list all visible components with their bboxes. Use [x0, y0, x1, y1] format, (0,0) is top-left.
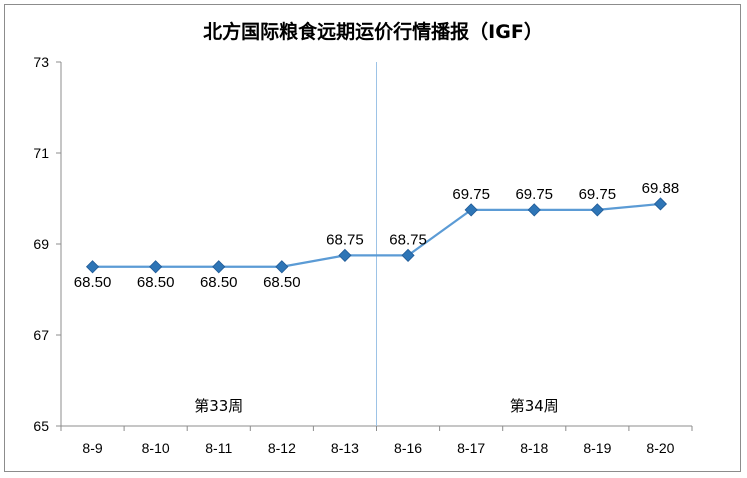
- data-point-marker: [149, 260, 163, 274]
- data-point-marker: [653, 197, 668, 211]
- data-label: 69.75: [579, 186, 617, 203]
- data-label: 68.50: [200, 274, 238, 291]
- data-point-marker: [401, 248, 415, 262]
- data-point-marker: [464, 203, 478, 217]
- data-point-marker: [85, 260, 100, 274]
- data-label: 69.88: [642, 180, 680, 197]
- x-tick-label: 8-11: [205, 440, 232, 456]
- data-point-marker: [212, 260, 226, 274]
- data-label: 69.75: [452, 186, 490, 203]
- data-label: 68.75: [389, 231, 427, 248]
- data-label: 69.75: [515, 186, 553, 203]
- x-tick-label: 8-18: [520, 440, 548, 456]
- data-point-marker: [527, 203, 541, 217]
- data-point-marker: [590, 203, 604, 217]
- y-tick-label: 69: [33, 236, 49, 252]
- week-label: 第33周: [194, 397, 243, 415]
- data-label: 68.50: [137, 274, 175, 291]
- x-tick-label: 8-10: [142, 440, 170, 456]
- x-tick-label: 8-9: [82, 440, 102, 456]
- x-tick-label: 8-12: [268, 440, 296, 456]
- y-tick-label: 71: [33, 145, 49, 161]
- y-tick-label: 65: [33, 418, 49, 434]
- series-line: [92, 202, 661, 268]
- data-point-marker: [275, 260, 289, 274]
- x-tick-label: 8-17: [457, 440, 485, 456]
- data-point-marker: [338, 248, 352, 262]
- data-label: 68.50: [263, 274, 301, 291]
- week-labels: 第33周 第34周: [194, 397, 559, 415]
- axes: 65 67 69 71 73 8-9 8-10 8-11 8-12 8-13 8-16 8-17 8-1…: [33, 54, 693, 456]
- y-tick-label: 73: [33, 54, 49, 70]
- x-tick-label: 8-16: [394, 440, 422, 456]
- x-tick-label: 8-20: [646, 440, 674, 456]
- x-tick-label: 8-13: [331, 440, 359, 456]
- series-group: [85, 197, 668, 274]
- chart-title: 北方国际粮食远期运价行情播报（IGF）: [203, 20, 543, 43]
- week-label: 第34周: [510, 397, 559, 415]
- data-label: 68.50: [74, 274, 112, 291]
- data-label: 68.75: [326, 231, 364, 248]
- x-tick-label: 8-19: [583, 440, 611, 456]
- y-tick-label: 67: [33, 327, 49, 343]
- data-labels: 68.50 68.50 68.50 68.50 68.75 68.75 69.75 69.75…: [74, 180, 679, 291]
- chart-frame: [4, 4, 741, 472]
